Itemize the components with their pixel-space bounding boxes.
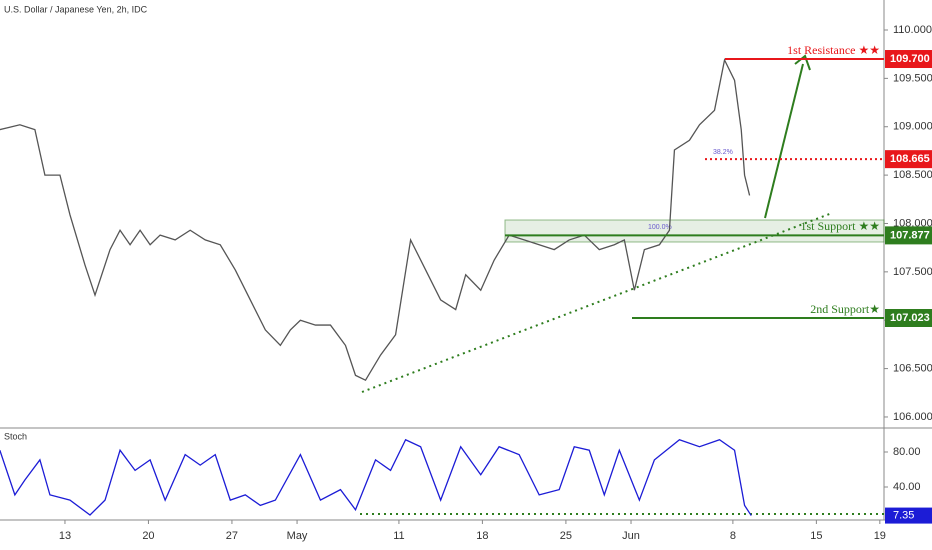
level-tag [885,50,932,69]
y-tick-label: 109.000 [893,121,932,133]
level-name: 1st Support ★★ [800,219,880,233]
y-tick-label: 80.00 [893,446,921,458]
level-name: 1st Resistance ★★ [787,43,880,57]
y-tick-label: 106.500 [893,363,932,375]
level-tag [885,150,932,169]
level-name: 2nd Support★ [810,302,880,316]
fib-label: 38.2% [713,149,733,156]
support-zone [504,219,885,243]
stoch-title: Stoch [4,431,27,441]
x-tick-label: 19 [874,530,886,542]
x-tick-label: 11 [393,530,404,542]
level-tag [885,309,932,328]
stoch-line [0,438,752,516]
arrow-head [794,54,811,71]
x-tick-label: 27 [226,530,238,542]
y-tick-label: 108.500 [893,169,932,181]
value-label: 7.35 [893,509,914,521]
y-tick-label: 110.000 [893,24,932,36]
y-tick-label: 109.500 [893,72,932,84]
x-tick-label: 20 [142,530,154,542]
level-tag-label: 108.665 [890,153,930,165]
price-line [0,57,751,382]
y-tick-label: 107.500 [893,266,932,278]
level-tag [885,226,932,245]
x-tick-label: 18 [476,530,488,542]
x-tick-label: May [287,530,308,542]
fib-label: 100.0% [648,224,672,231]
y-tick-label: 40.00 [893,481,921,493]
x-tick-label: 25 [560,530,572,542]
level-tag-label: 107.877 [890,229,930,241]
x-tick-label: 15 [810,530,822,542]
level-tag-label: 107.023 [890,312,930,324]
x-tick-label: 8 [730,530,736,542]
x-tick-label: Jun [622,530,640,542]
y-tick-label: 106.000 [893,411,932,423]
chart-title: U.S. Dollar / Japanese Yen, 2h, IDC [4,4,148,14]
value-tag [885,507,932,524]
level-tag-label: 109.700 [890,53,930,65]
x-tick-label: 13 [59,530,71,542]
arrow-shaft [764,63,804,219]
